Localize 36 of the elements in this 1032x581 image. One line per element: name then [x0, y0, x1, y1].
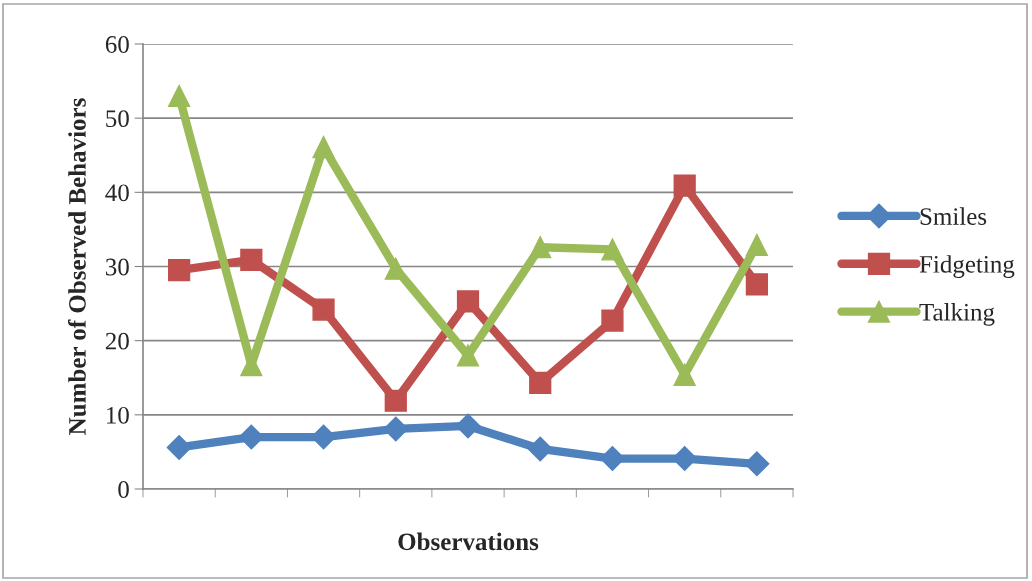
y-tick-label: 40 — [105, 184, 129, 202]
point — [455, 413, 481, 439]
point — [383, 416, 409, 442]
legend-label: Smiles — [920, 207, 987, 225]
y-tick-label: 60 — [105, 36, 129, 53]
point — [745, 233, 769, 257]
y-tick-label: 10 — [107, 406, 129, 424]
point — [673, 363, 696, 386]
point — [601, 309, 624, 332]
point — [456, 290, 480, 313]
point — [167, 259, 191, 282]
point — [601, 238, 624, 261]
y-axis-title: Number of Observed Behaviors — [67, 98, 86, 435]
point — [167, 84, 191, 108]
point — [240, 248, 263, 271]
point — [599, 446, 625, 472]
point — [672, 446, 698, 472]
point — [744, 451, 770, 477]
y-tick-label: 50 — [106, 110, 129, 128]
point — [745, 273, 769, 296]
legend-label: Talking — [919, 303, 995, 326]
point — [384, 257, 407, 280]
y-tick-label: 20 — [105, 332, 129, 350]
point — [166, 434, 192, 460]
x-axis-title: Observations — [398, 532, 539, 551]
y-tick-label: 30 — [106, 258, 129, 276]
point — [312, 135, 335, 159]
point — [456, 344, 480, 367]
point — [384, 389, 407, 412]
legend-label: Fidgeting — [919, 255, 1015, 278]
point — [527, 436, 553, 462]
point — [529, 371, 552, 395]
y-tick-label: 0 — [118, 481, 129, 498]
point — [312, 298, 335, 321]
point — [529, 236, 552, 259]
point — [673, 174, 696, 197]
